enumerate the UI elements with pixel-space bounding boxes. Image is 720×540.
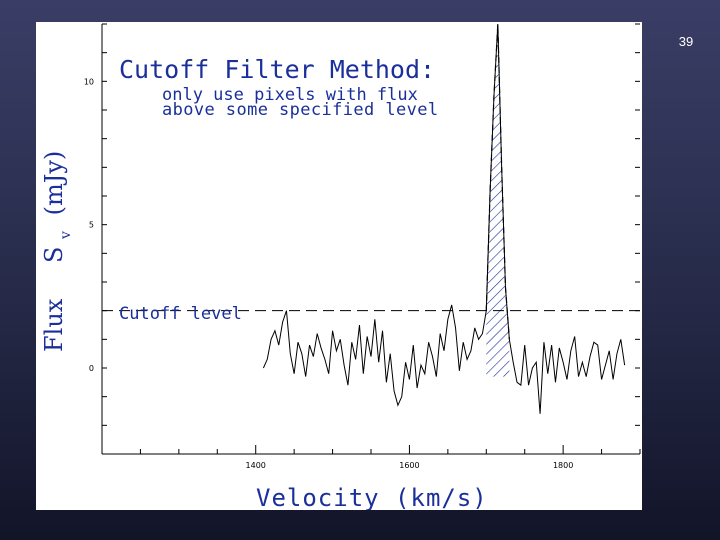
y-tick-label: 0 xyxy=(89,364,94,373)
hatched-area xyxy=(486,24,510,377)
y-axis-label-unit: (mJy) xyxy=(40,151,68,216)
x-tick-label: 1400 xyxy=(246,461,266,470)
slide-number: 39 xyxy=(678,34,694,49)
chart-subtitle-line-1: only use pixels with flux xyxy=(162,85,418,105)
chart-title: Cutoff Filter Method: xyxy=(119,55,435,84)
x-axis-label: Velocity (km/s) xyxy=(256,484,488,510)
y-tick-label: 10 xyxy=(84,77,94,86)
tick-marks: 10 5 0 1400 1600 1800 xyxy=(84,23,641,470)
chart-figure: 10 5 0 1400 1600 1800 Cutoff Filter Method: o… xyxy=(36,22,642,510)
y-axis-label-symbol: S xyxy=(40,247,68,263)
svg-text:Flux S v: Flux S v (mJy) xyxy=(40,151,76,352)
y-axis-label-subscript: v xyxy=(58,231,74,240)
y-tick-label: 5 xyxy=(89,221,94,230)
series-layer xyxy=(262,23,626,414)
flux-series-line xyxy=(262,23,626,414)
above-cutoff-region xyxy=(486,24,510,377)
peak-dashed-line xyxy=(485,23,510,340)
cutoff-label: Cutoff level xyxy=(119,304,242,324)
x-tick-label: 1800 xyxy=(553,461,573,470)
y-axis-label: Flux S v (mJy) xyxy=(40,151,76,352)
y-axis-label-prefix: Flux xyxy=(40,298,68,352)
chart-subtitle-line-2: above some specified level xyxy=(162,100,439,120)
flux-spectrum-chart: 10 5 0 1400 1600 1800 Cutoff Filter Method: o… xyxy=(40,23,641,510)
x-tick-label: 1600 xyxy=(399,461,419,470)
